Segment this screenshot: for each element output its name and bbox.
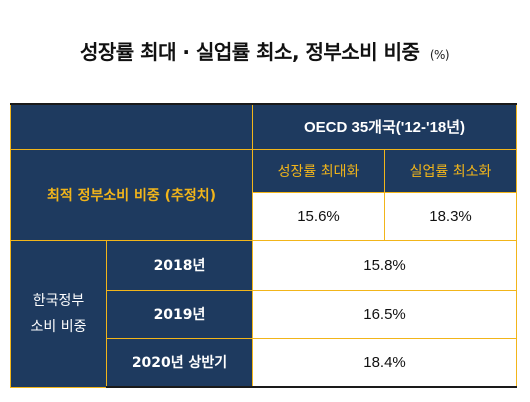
- unemployment-min-header: 실업률 최소화: [383, 148, 518, 193]
- year-2020h1-label: 2020년 상반기: [106, 337, 253, 388]
- korea-label-line2: 소비 비중: [30, 318, 87, 335]
- korea-label-line1: 한국정부: [32, 292, 85, 309]
- growth-max-value: 15.6%: [252, 191, 385, 241]
- table-corner-cell: [10, 103, 253, 150]
- title-text: 성장률 최대 · 실업률 최소, 정부소비 비중: [80, 40, 420, 64]
- unemployment-min-value: 18.3%: [383, 191, 518, 241]
- page-title: 성장률 최대 · 실업률 최소, 정부소비 비중 (%): [80, 36, 510, 66]
- year-2020h1-value: 18.4%: [251, 337, 518, 388]
- year-2019-label: 2019년: [106, 289, 253, 339]
- year-2018-value: 15.8%: [251, 239, 518, 291]
- data-table: OECD 35개국('12-'18년) 최적 정부소비 비중 (추정치) 성장률…: [10, 103, 518, 388]
- title-unit: (%): [429, 48, 450, 62]
- optimal-share-label: 최적 정부소비 비중 (추정치): [10, 148, 253, 241]
- growth-max-header: 성장률 최대화: [252, 148, 385, 193]
- korea-share-label: 한국정부 소비 비중: [10, 239, 107, 388]
- year-2019-value: 16.5%: [251, 289, 518, 339]
- year-2018-label: 2018년: [106, 239, 253, 291]
- oecd-header: OECD 35개국('12-'18년): [251, 103, 518, 150]
